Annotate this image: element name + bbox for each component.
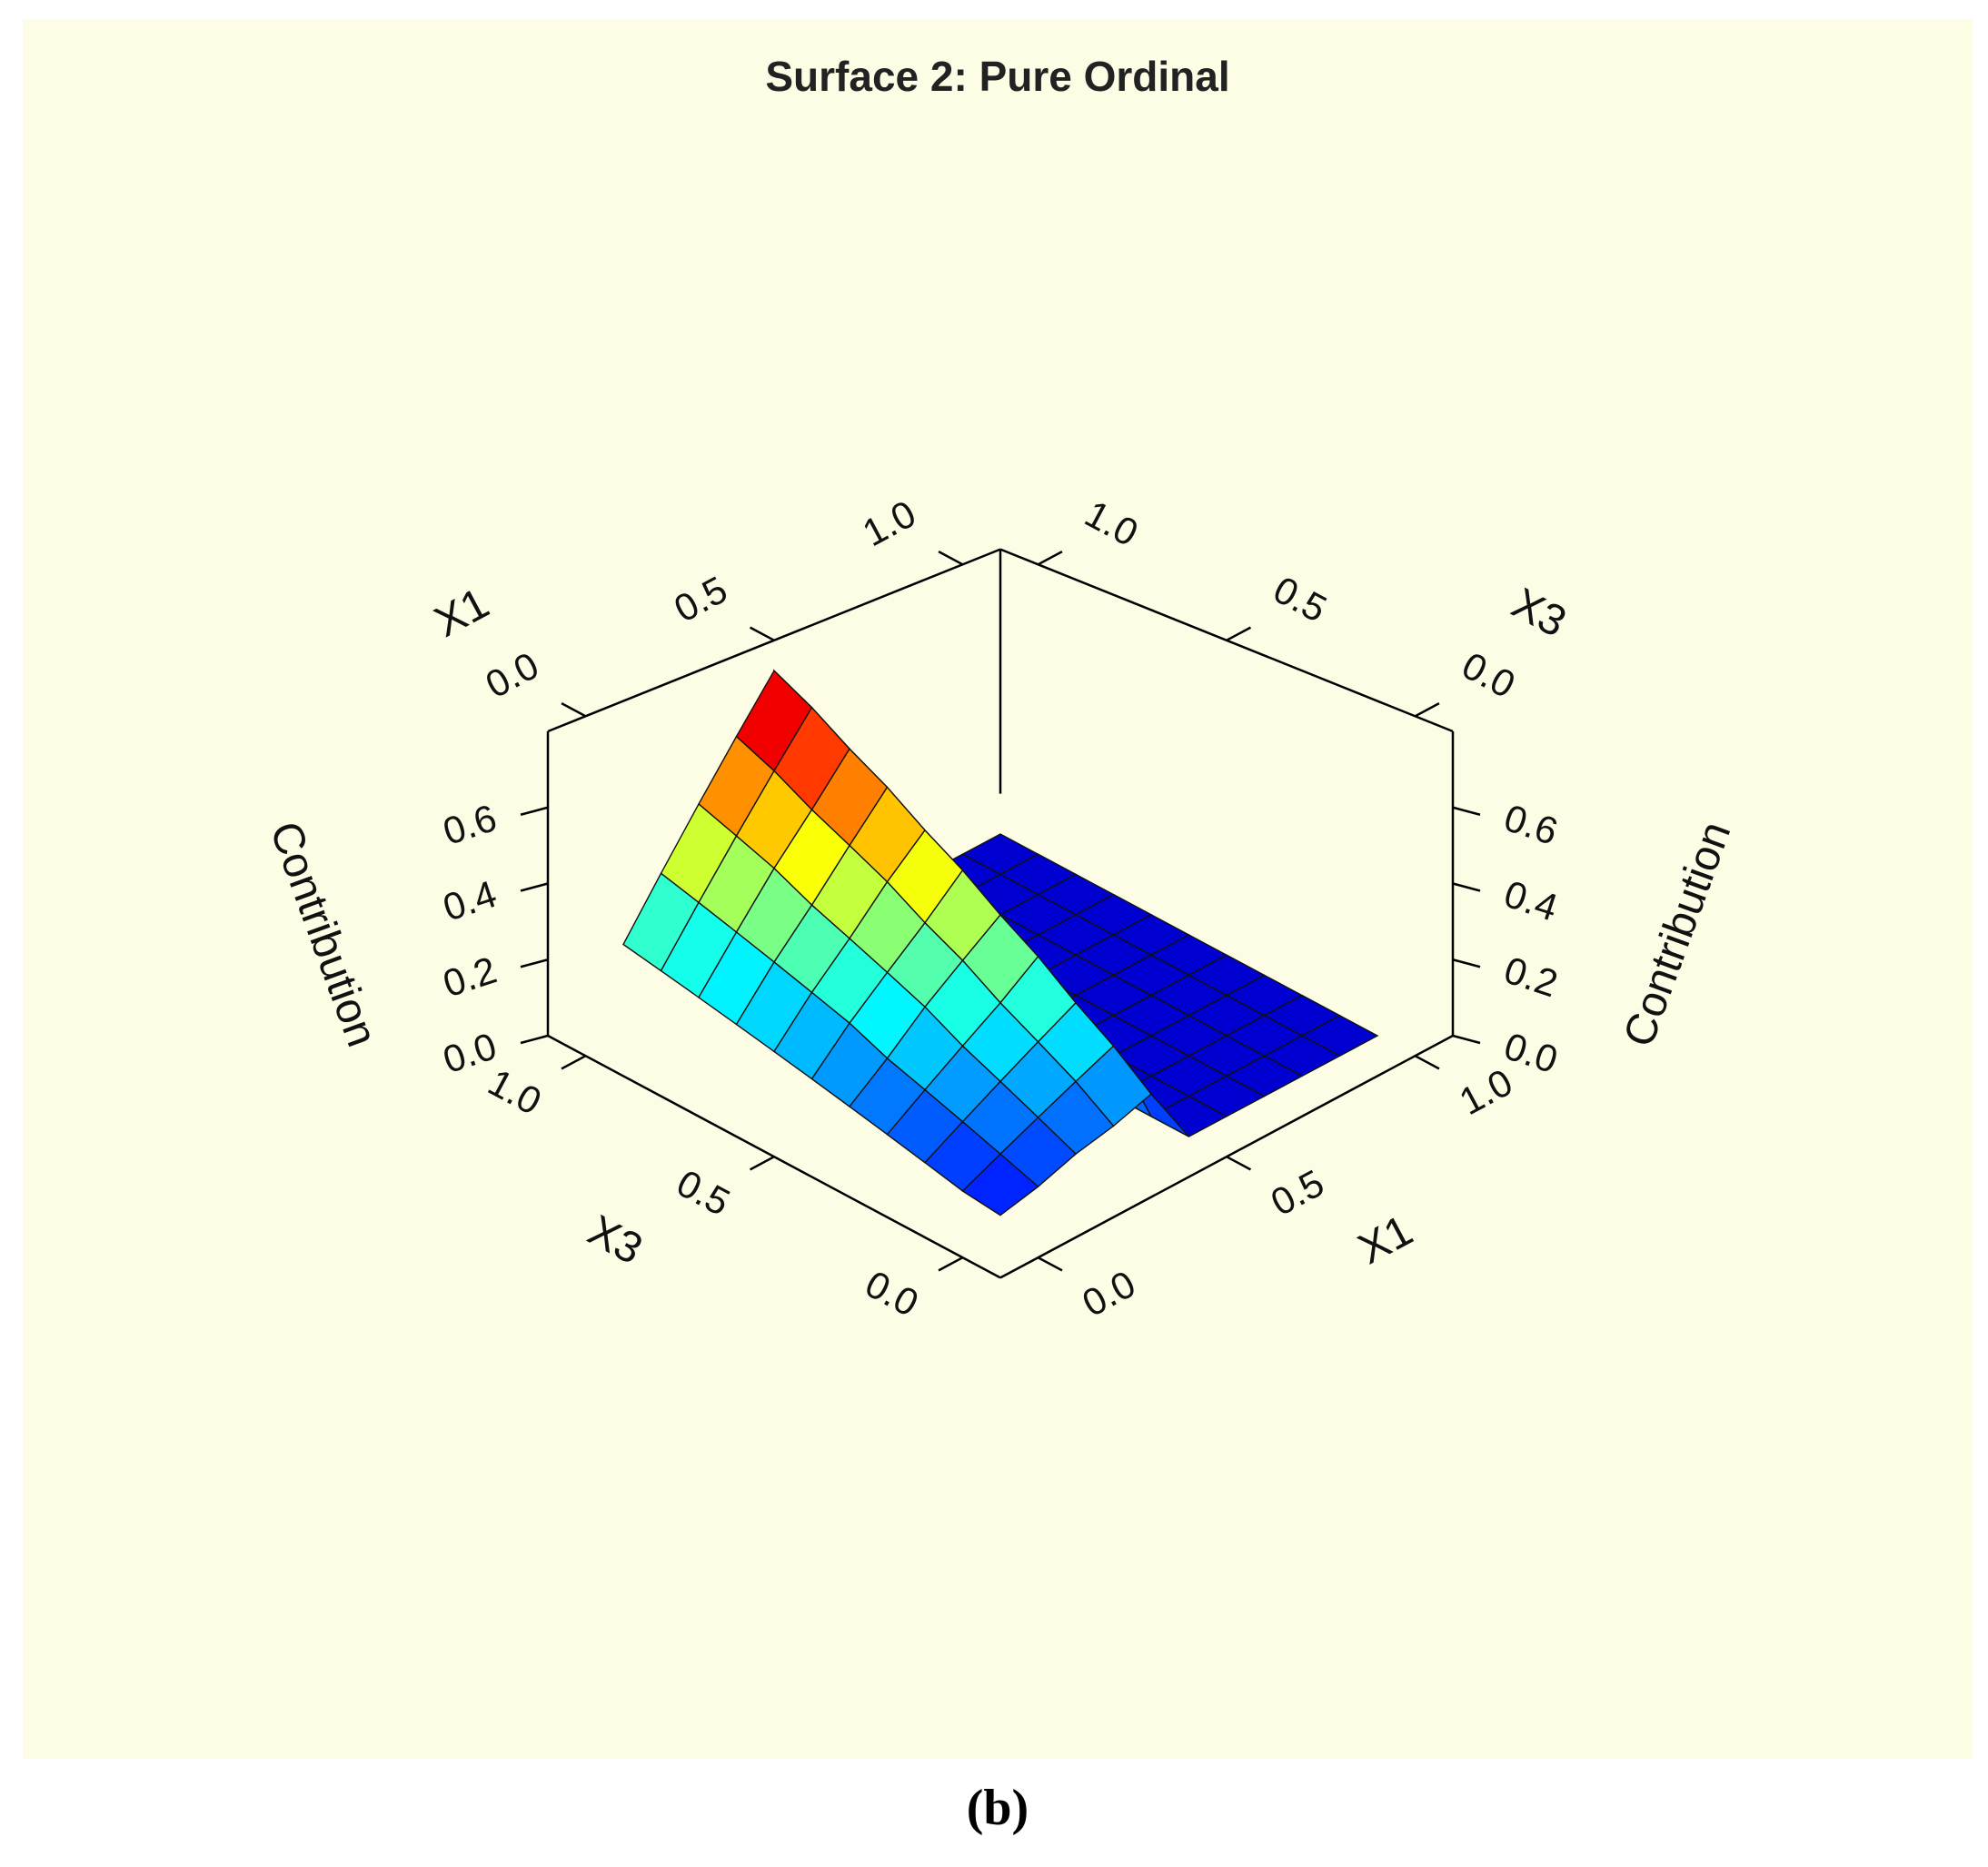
y-tick bbox=[749, 1156, 775, 1171]
y-tick bbox=[1037, 551, 1063, 566]
z-tick bbox=[520, 1034, 549, 1045]
y-tick bbox=[561, 1055, 587, 1070]
y-tick bbox=[1226, 626, 1252, 641]
x-tick bbox=[1037, 1256, 1063, 1272]
x-tick bbox=[1414, 1055, 1440, 1070]
x-tick bbox=[1226, 1156, 1252, 1171]
x-tick bbox=[561, 702, 587, 718]
z-tick bbox=[1452, 958, 1481, 968]
z-tick bbox=[520, 806, 549, 816]
z-tick bbox=[1452, 882, 1481, 892]
chart-title: Surface 2: Pure Ordinal bbox=[765, 53, 1229, 100]
x-tick bbox=[749, 626, 775, 641]
z-tick bbox=[520, 882, 549, 892]
y-tick bbox=[1414, 702, 1440, 718]
caption: (b) bbox=[967, 1780, 1029, 1836]
z-tick bbox=[520, 958, 549, 968]
x-tick bbox=[938, 551, 964, 566]
y-tick bbox=[938, 1256, 964, 1272]
z-tick bbox=[1452, 806, 1481, 816]
surface-cell bbox=[961, 1153, 1039, 1217]
z-tick bbox=[1452, 1034, 1481, 1045]
